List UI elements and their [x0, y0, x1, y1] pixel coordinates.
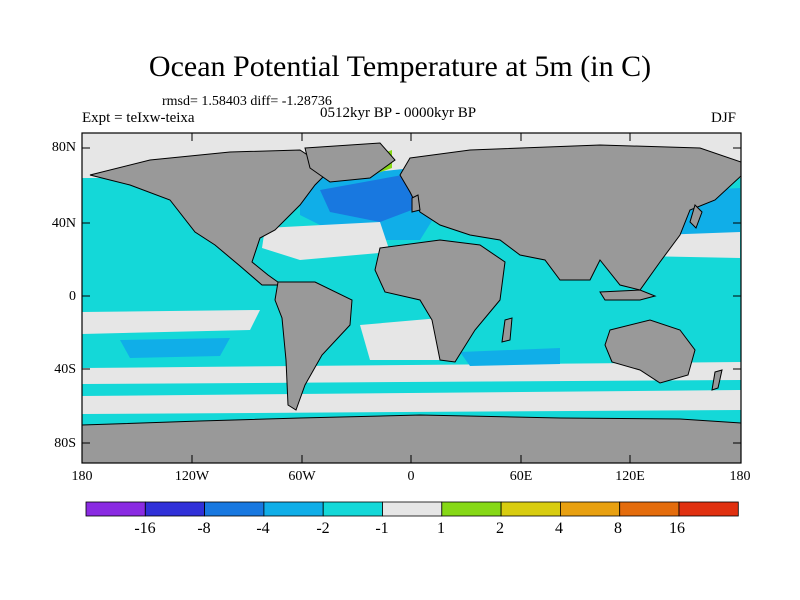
lat-tick-0: 0: [69, 289, 76, 304]
lat-tick-40n: 40N: [51, 216, 76, 231]
uk: [411, 194, 421, 213]
africa: [374, 239, 506, 363]
time-period-label: 0512kyr BP - 0000kyr BP: [320, 105, 477, 121]
atlantic-strong-cold-anomaly: [320, 170, 430, 222]
lon-tick-120e: 120E: [615, 469, 645, 484]
lat-tick-40s: 40S: [54, 362, 76, 377]
lon-tick-180w: 180: [71, 469, 93, 484]
colorbar-swatch: [678, 501, 739, 517]
colorbar-swatch: [263, 501, 324, 517]
lat-tick-80n: 80N: [51, 140, 76, 155]
colorbar-label: 1: [437, 520, 445, 537]
colorbar-swatch: [500, 501, 561, 517]
madagascar: [501, 317, 513, 343]
indonesia: [599, 289, 657, 301]
lat-tick-80s: 80S: [54, 436, 76, 451]
colorbar-label: -8: [197, 520, 211, 537]
southern-ocean-near-zero: [82, 390, 741, 414]
greenland: [304, 142, 396, 183]
australia: [604, 319, 696, 384]
colorbar-label: 8: [614, 520, 622, 537]
antarctica: [82, 414, 741, 463]
colorbar-swatch: [204, 501, 265, 517]
colorbar-swatch: [144, 501, 206, 517]
experiment-label: Expt = teIxw-teixa: [82, 110, 195, 126]
colorbar-swatch: [441, 501, 502, 517]
colorbar-label: -16: [134, 520, 156, 537]
south-pacific-cold-anomaly: [120, 338, 230, 358]
colorbar-label: -1: [375, 520, 389, 537]
colorbar-label: 16: [669, 520, 685, 537]
colorbar-label: -4: [256, 520, 270, 537]
colorbar-swatch: [382, 501, 443, 517]
colorbar: [85, 501, 739, 517]
lon-tick-120w: 120W: [174, 469, 210, 484]
subtropical-atlantic-near-zero: [262, 222, 390, 260]
colorbar-swatch: [85, 501, 146, 517]
south-pacific-near-zero: [82, 310, 260, 334]
southern-ocean-near-zero: [82, 362, 741, 384]
colorbar-label: 2: [496, 520, 504, 537]
land-masses: [82, 142, 741, 463]
indian-ocean-cold-anomaly: [460, 348, 560, 366]
north-america: [89, 149, 331, 286]
lon-tick-60e: 60E: [509, 469, 533, 484]
eurasia: [399, 144, 741, 291]
south-atlantic-near-zero: [360, 318, 440, 360]
colorbar-label: -2: [316, 520, 330, 537]
colorbar-swatch: [322, 501, 383, 517]
colorbar-swatch: [619, 501, 680, 517]
south-america: [274, 281, 353, 411]
season-label: DJF: [711, 110, 737, 126]
lon-tick-60w: 60W: [288, 469, 316, 484]
plot-title: Ocean Potential Temperature at 5m (in C): [148, 50, 652, 83]
lon-tick-0: 0: [407, 469, 415, 484]
axis-ticks: [82, 133, 741, 463]
new-zealand: [711, 369, 723, 391]
rmsd-diff-stats: rmsd= 1.58403 diff= -1.28736: [162, 94, 332, 109]
japan: [689, 204, 703, 229]
colorbar-label: 4: [555, 520, 563, 537]
lon-tick-180e: 180: [729, 469, 751, 484]
colorbar-swatch: [560, 501, 621, 517]
